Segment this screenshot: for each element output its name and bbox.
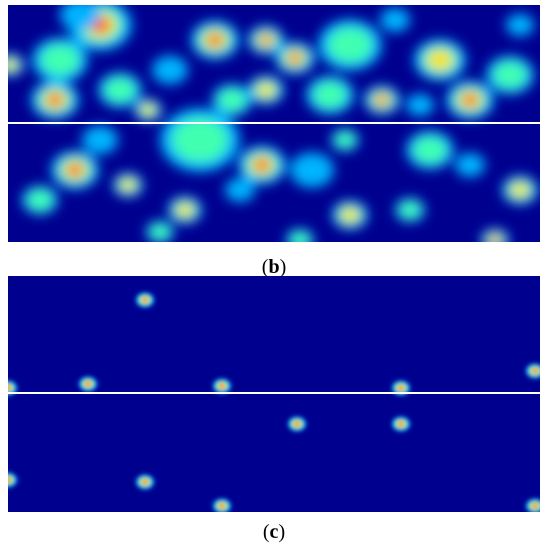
heat-blob (398, 421, 404, 427)
heat-blob (532, 368, 538, 374)
heat-blob (40, 44, 80, 76)
heat-blob (289, 53, 301, 63)
caption-close: ) (280, 256, 287, 278)
heat-blob (27, 189, 53, 211)
heat-blob (341, 208, 359, 222)
separator (8, 122, 540, 124)
heat-blob (152, 55, 188, 85)
heat-blob (511, 183, 529, 197)
heat-blob (176, 203, 194, 217)
heat-blob (506, 13, 534, 37)
heat-blob (104, 77, 136, 103)
panel-b (8, 5, 540, 242)
heat-blob (8, 384, 13, 392)
panel-c (8, 276, 540, 512)
heat-blob (398, 385, 404, 391)
heat-blob (290, 232, 310, 242)
heat-blob (290, 152, 334, 188)
heat-blob (219, 503, 225, 509)
heat-blob (313, 81, 347, 109)
heat-blob (8, 477, 11, 483)
caption-close: ) (278, 521, 285, 543)
heat-blob (85, 381, 91, 387)
heat-blob (225, 178, 255, 202)
heat-blob (120, 179, 136, 191)
caption-open: ( (263, 521, 270, 543)
heat-blob (260, 35, 272, 45)
heat-blob (380, 8, 410, 32)
separator (8, 392, 540, 394)
heat-blob (8, 476, 13, 484)
heat-blob (335, 132, 355, 148)
heat-blob (47, 94, 63, 106)
heatmap-blobs (8, 5, 538, 242)
heat-blob (142, 297, 148, 303)
heat-blob (493, 61, 527, 89)
heat-blob (257, 83, 275, 97)
heat-blob (406, 93, 434, 117)
heat-blob (150, 224, 170, 240)
heat-blob (172, 117, 228, 163)
heat-blob (8, 59, 17, 71)
heat-blob (399, 201, 421, 219)
caption-label: b (268, 256, 279, 278)
heat-blob (67, 164, 83, 176)
heat-blob (294, 421, 300, 427)
heat-blob (207, 34, 223, 46)
heat-blob (455, 153, 485, 177)
heat-blob (218, 88, 246, 112)
heat-blob (462, 94, 478, 106)
heat-blob (8, 385, 11, 391)
heat-blob (490, 236, 500, 242)
heat-blob (60, 5, 100, 31)
heat-blob (82, 125, 118, 155)
heatmap-blobs (8, 292, 540, 512)
heat-blob (141, 104, 155, 116)
heat-blob (327, 27, 373, 63)
caption-label: c (270, 521, 279, 543)
caption: (b) (262, 256, 286, 278)
heat-blob (413, 136, 447, 164)
heat-blob (142, 479, 148, 485)
heat-blob (532, 503, 538, 509)
heat-blob (254, 159, 270, 171)
caption-open: ( (262, 256, 269, 278)
heat-blob (219, 383, 225, 389)
heat-blob (427, 50, 453, 70)
heat-blob (376, 95, 388, 105)
caption: (c) (263, 521, 285, 543)
